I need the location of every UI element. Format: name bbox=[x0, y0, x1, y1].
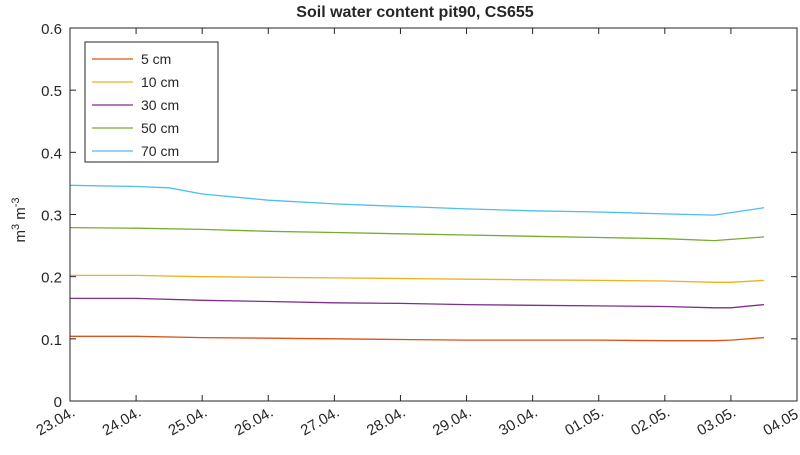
x-tick-label: 03.05. bbox=[694, 404, 739, 440]
y-axis-ticks: 0 0.1 0.2 0.3 0.4 0.5 0.6 bbox=[41, 21, 797, 411]
x-tick-label: 27.04. bbox=[298, 404, 343, 440]
y-tick-label: 0.1 bbox=[41, 332, 62, 349]
x-tick-label: 26.04. bbox=[232, 404, 277, 440]
x-tick-label: 28.04. bbox=[364, 404, 409, 440]
x-tick-label: 29.04. bbox=[430, 404, 475, 440]
legend-label-1: 10 cm bbox=[141, 74, 179, 90]
x-tick-label: 30.04. bbox=[496, 404, 541, 440]
chart-title: Soil water content pit90, CS655 bbox=[296, 4, 534, 21]
x-tick-label: 24.04. bbox=[99, 404, 144, 440]
legend-items: 5 cm 10 cm 30 cm 50 cm 70 cm bbox=[92, 51, 179, 159]
legend-label-2: 30 cm bbox=[141, 97, 179, 113]
y-tick-label: 0 bbox=[54, 394, 62, 411]
y-tick-label: 0.3 bbox=[41, 208, 62, 225]
x-tick-label: 02.05. bbox=[628, 404, 673, 440]
x-tick-label: 01.05. bbox=[562, 404, 607, 440]
y-tick-label: 0.5 bbox=[41, 83, 62, 100]
legend-label-3: 50 cm bbox=[141, 120, 179, 136]
y-tick-label: 0.2 bbox=[41, 270, 62, 287]
y-axis-label: m3 m-3 bbox=[10, 197, 29, 242]
series-line-0 bbox=[70, 335, 765, 342]
x-tick-label: 25.04. bbox=[166, 404, 211, 440]
y-tick-label: 0.6 bbox=[41, 21, 62, 38]
legend-label-0: 5 cm bbox=[141, 51, 171, 67]
x-tick-label: 04.05. bbox=[760, 404, 800, 440]
legend: 5 cm 10 cm 30 cm 50 cm 70 cm bbox=[84, 41, 219, 163]
legend-box bbox=[84, 41, 219, 163]
legend-label-4: 70 cm bbox=[141, 143, 179, 159]
y-tick-label: 0.4 bbox=[41, 145, 62, 162]
series-line-3 bbox=[69, 226, 765, 242]
series-line-2 bbox=[70, 297, 765, 309]
series-line-4 bbox=[69, 184, 765, 216]
series-line-1 bbox=[70, 274, 765, 283]
series-lines bbox=[69, 184, 765, 342]
